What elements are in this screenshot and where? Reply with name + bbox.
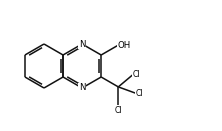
Text: Cl: Cl — [115, 106, 122, 115]
Text: N: N — [79, 40, 85, 48]
Text: OH: OH — [117, 41, 131, 50]
Text: Cl: Cl — [136, 89, 143, 98]
Text: Cl: Cl — [133, 70, 140, 79]
Text: N: N — [79, 83, 85, 92]
